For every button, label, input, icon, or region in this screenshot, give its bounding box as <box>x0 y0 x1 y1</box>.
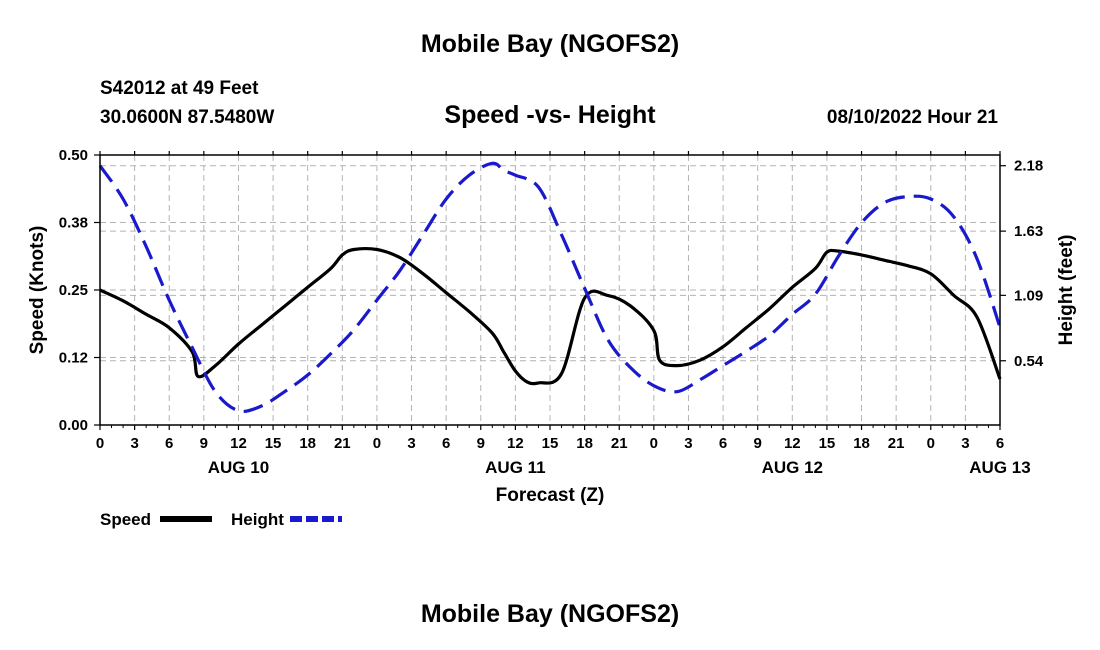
x-tick-label: 21 <box>611 435 628 452</box>
x-tick-label: 9 <box>200 435 208 452</box>
x-tick-label: 0 <box>373 435 381 452</box>
station-label: S42012 at 49 Feet <box>100 78 259 99</box>
y-right-tick-label: 0.54 <box>1014 353 1044 370</box>
series-line-height <box>98 161 1002 414</box>
x-tick-label: 3 <box>961 435 969 452</box>
series-layer <box>98 161 1002 414</box>
x-tick-label: 3 <box>130 435 138 452</box>
y-left-tick-label: 0.50 <box>59 147 88 164</box>
y-left-tick-label: 0.38 <box>59 215 88 232</box>
date-label: AUG 10 <box>208 458 269 477</box>
x-axis-label: Forecast (Z) <box>496 485 605 506</box>
date-label: AUG 12 <box>762 458 823 477</box>
x-tick-label: 21 <box>888 435 905 452</box>
legend-label-height: Height <box>231 510 284 529</box>
x-tick-label: 12 <box>507 435 524 452</box>
date-label: AUG 11 <box>485 458 545 477</box>
x-tick-label: 3 <box>684 435 692 452</box>
x-tick-label: 12 <box>230 435 247 452</box>
y-right-tick-label: 1.63 <box>1014 223 1043 240</box>
x-tick-label: 6 <box>442 435 450 452</box>
y-right-tick-label: 1.09 <box>1014 287 1043 304</box>
series-line-speed <box>99 247 1002 386</box>
x-tick-label: 6 <box>719 435 727 452</box>
x-tick-label: 15 <box>819 435 836 452</box>
y-left-tick-label: 0.00 <box>59 417 88 434</box>
x-tick-label: 9 <box>754 435 762 452</box>
x-tick-label: 0 <box>927 435 935 452</box>
legend: Speed Height <box>100 510 342 529</box>
main-title: Mobile Bay (NGOFS2) <box>420 30 680 58</box>
x-tick-label: 0 <box>96 435 104 452</box>
x-tick-label: 18 <box>853 435 870 452</box>
forecast-datetime: 08/10/2022 Hour 21 <box>826 107 998 128</box>
x-tick-label: 3 <box>407 435 415 452</box>
x-tick-label: 15 <box>265 435 282 452</box>
x-tick-label: 21 <box>334 435 351 452</box>
station-coordinates: 30.0600N 87.5480W <box>100 107 275 128</box>
date-label: AUG 13 <box>969 458 1030 477</box>
legend-label-speed: Speed <box>100 510 151 529</box>
x-tick-label: 18 <box>299 435 316 452</box>
y-axis-left-label: Speed (Knots) <box>27 226 48 355</box>
x-tick-label: 9 <box>477 435 485 452</box>
footer-title: Mobile Bay (NGOFS2) <box>420 600 680 628</box>
x-tick-label: 12 <box>784 435 801 452</box>
y-right-tick-label: 2.18 <box>1014 158 1043 175</box>
y-axis-right-label: Height (feet) <box>1056 235 1077 346</box>
chart-title: Speed -vs- Height <box>444 101 656 129</box>
axes: 0 3 6 9 12 15 18 21 0 3 6 9 12 15 18 21 0 3 6 9 12 15 18 21 0 3 6 0… <box>59 147 1044 477</box>
x-tick-label: 6 <box>996 435 1004 452</box>
x-tick-label: 6 <box>165 435 173 452</box>
x-tick-label: 18 <box>576 435 593 452</box>
x-tick-label: 15 <box>542 435 559 452</box>
y-left-tick-label: 0.12 <box>59 350 88 367</box>
y-left-tick-label: 0.25 <box>59 282 88 299</box>
x-tick-label: 0 <box>650 435 658 452</box>
